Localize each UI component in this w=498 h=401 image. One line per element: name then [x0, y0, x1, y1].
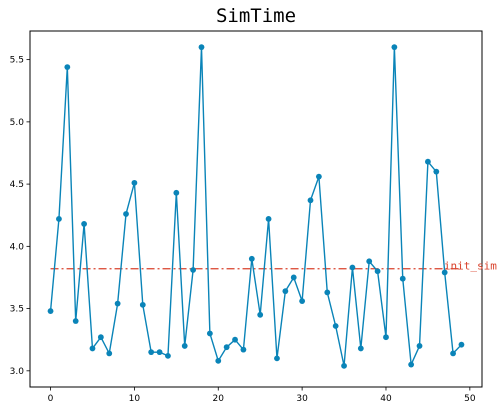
data-point — [399, 275, 406, 282]
data-point — [366, 258, 373, 265]
data-point — [374, 268, 381, 275]
data-point — [290, 274, 297, 281]
data-point — [139, 301, 146, 308]
series-line — [49, 46, 462, 367]
data-point — [433, 168, 440, 175]
data-point — [240, 346, 247, 353]
data-point — [81, 221, 87, 227]
data-point — [114, 300, 121, 307]
data-point — [425, 158, 431, 165]
data-point — [357, 345, 364, 352]
data-point — [64, 64, 71, 70]
x-axis: 0 10 20 30 40 50 — [48, 387, 476, 401]
data-point — [416, 343, 423, 349]
data-point — [383, 334, 389, 341]
x-tick-label: 40 — [380, 394, 392, 401]
data-point — [131, 179, 138, 186]
y-tick-label: 4.0 — [10, 242, 25, 252]
data-point — [232, 336, 238, 343]
data-point — [72, 318, 79, 324]
data-point — [408, 361, 415, 368]
y-tick-label: 3.0 — [10, 367, 25, 377]
data-point — [257, 311, 264, 318]
x-tick-label: 0 — [48, 394, 54, 401]
data-point — [315, 173, 322, 180]
x-tick-label: 30 — [296, 394, 308, 401]
data-point — [47, 308, 54, 314]
data-point — [156, 349, 163, 356]
reference-line-group: init_sim — [50, 260, 497, 273]
x-tick-label: 50 — [464, 394, 476, 401]
data-point — [173, 189, 180, 196]
data-point — [324, 289, 331, 296]
data-point — [450, 350, 456, 357]
data-point — [274, 355, 280, 362]
data-point — [190, 267, 197, 273]
data-point — [215, 357, 222, 364]
data-point — [265, 216, 272, 222]
data-point — [206, 330, 213, 337]
data-point — [299, 298, 306, 305]
data-point — [248, 255, 255, 262]
data-point — [441, 269, 448, 276]
x-tick-label: 20 — [213, 394, 225, 401]
chart-title: SimTime — [216, 5, 296, 27]
data-point — [282, 288, 289, 295]
data-point — [307, 197, 314, 204]
y-tick-label: 5.0 — [10, 118, 25, 128]
data-point — [106, 350, 113, 357]
x-tick-label: 10 — [129, 394, 141, 401]
data-point — [391, 44, 398, 51]
y-axis: 3.0 3.5 4.0 4.5 5.0 5.5 — [10, 56, 30, 377]
plot-area-frame — [29, 30, 483, 388]
y-tick-label: 4.5 — [10, 180, 24, 190]
data-point — [223, 344, 230, 351]
data-point — [349, 264, 356, 271]
data-point — [181, 343, 188, 349]
data-point — [123, 211, 129, 217]
reference-line-label: init_sim — [444, 260, 497, 273]
data-point — [198, 44, 205, 51]
y-tick-label: 5.5 — [10, 56, 24, 66]
data-point — [332, 323, 339, 329]
data-point — [89, 345, 96, 352]
y-tick-label: 3.5 — [10, 305, 24, 315]
data-point — [148, 349, 155, 356]
data-point — [458, 341, 465, 348]
data-point — [165, 352, 171, 359]
data-point — [56, 216, 62, 222]
data-point — [97, 334, 104, 341]
data-point — [341, 362, 347, 369]
series-group — [47, 44, 465, 369]
